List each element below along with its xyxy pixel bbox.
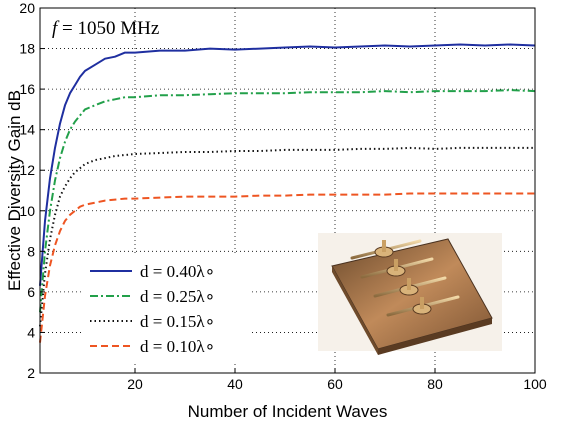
series-line-1 [39,89,536,313]
plot-frame [39,7,536,374]
legend: d = 0.40λ∘ d = 0.25λ∘ d = 0.15λ∘ d = 0.10λ∘ [82,256,252,364]
frequency-annotation: f = 1050 MHz [52,18,159,39]
y-axis-label: Effective Diversity Gain dB [5,90,24,291]
y-tick-label: 10 [19,203,35,219]
x-axis-label: Number of Incident Waves [188,402,388,421]
y-tick-label: 2 [27,365,35,381]
y-tick-label: 12 [19,162,35,178]
y-tick-label: 4 [27,324,35,340]
x-tick-label: 80 [427,376,443,392]
y-tick-label: 14 [19,122,35,138]
y-tick-label: 8 [27,243,35,259]
series-line-3 [39,192,535,343]
y-tick-label: 6 [27,284,35,300]
series-lines [39,43,536,343]
axis-ticks: 20 40 60 80 100 2 4 6 8 10 12 14 16 18 20 [19,0,546,392]
y-tick-label: 18 [19,41,35,57]
y-tick-label: 20 [19,0,35,16]
series-line-0 [39,43,536,286]
x-tick-label: 100 [523,376,547,392]
legend-label-1: d = 0.25λ∘ [140,287,215,306]
antenna-array-photo [318,233,502,355]
y-tick-label: 16 [19,81,35,97]
legend-box [82,256,252,364]
x-tick-label: 40 [227,376,243,392]
legend-label-2: d = 0.15λ∘ [140,312,215,331]
legend-label-0: d = 0.40λ∘ [140,262,215,281]
legend-label-3: d = 0.10λ∘ [140,337,215,356]
series-line-2 [39,146,535,327]
x-tick-label: 20 [127,376,143,392]
x-tick-label: 60 [327,376,343,392]
